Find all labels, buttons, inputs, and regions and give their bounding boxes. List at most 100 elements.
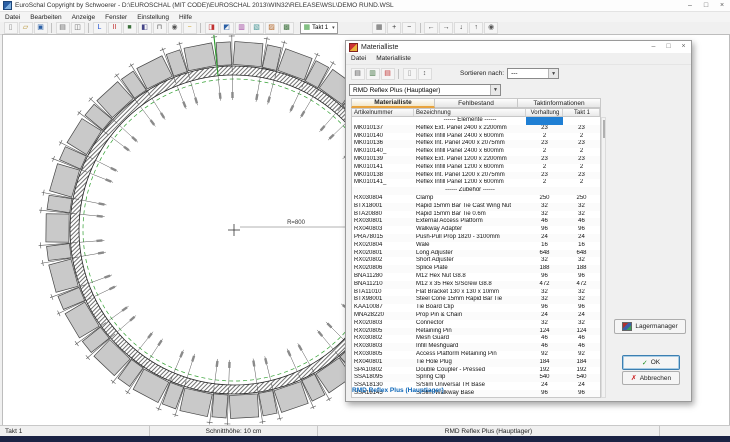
- table-cell-bez[interactable]: Reflex Infill Panel 2400 x 600mm: [414, 133, 526, 141]
- table-cell-bez[interactable]: Rapid 15mm Bar Tie 0.6m: [414, 211, 526, 219]
- table-cell-vor[interactable]: 46: [526, 335, 563, 343]
- table-cell-takt[interactable]: 23: [563, 140, 600, 148]
- table-cell-vor[interactable]: 648: [526, 250, 563, 258]
- table-row[interactable]: MK010140_Reflex Infill Panel 2400 x 600m…: [352, 148, 600, 156]
- table-cell-vor[interactable]: [526, 187, 563, 195]
- copy-icon[interactable]: ▯: [403, 68, 417, 80]
- table-cell-vor[interactable]: 2: [526, 164, 563, 172]
- table-cell-bez[interactable]: Prop Pin & Chain: [414, 312, 526, 320]
- table-cell-vor[interactable]: 96: [526, 273, 563, 281]
- table-row[interactable]: MK010136Reflex Int. Panel 2400 x 2075mm2…: [352, 140, 600, 148]
- table-row[interactable]: RX020803Connector3232: [352, 320, 600, 328]
- zoom-out-icon[interactable]: −: [402, 22, 416, 34]
- table-cell-art[interactable]: MK010137: [352, 125, 414, 133]
- table-cell-takt[interactable]: 23: [563, 156, 600, 164]
- zoom-window-icon[interactable]: ◉: [484, 22, 498, 34]
- table-cell-vor[interactable]: 2: [526, 133, 563, 141]
- table-cell-art[interactable]: RX020801: [352, 250, 414, 258]
- measure-tool-icon[interactable]: ◩: [220, 22, 234, 34]
- table-cell-vor[interactable]: 96: [526, 390, 563, 398]
- table-row[interactable]: RX030805Access Platform Retaining Pin929…: [352, 351, 600, 359]
- table-cell-art[interactable]: RX040801: [352, 359, 414, 367]
- table-cell-takt[interactable]: 32: [563, 320, 600, 328]
- sort-combobox[interactable]: --- ▼: [507, 68, 559, 79]
- table-cell-art[interactable]: RX030805: [352, 351, 414, 359]
- table-cell-takt[interactable]: 46: [563, 343, 600, 351]
- export-icon[interactable]: ▤: [381, 68, 395, 80]
- table-cell-bez[interactable]: Reflex Infill Panel 1200 x 600mm: [414, 164, 526, 172]
- table-cell-art[interactable]: MK010138: [352, 172, 414, 180]
- table-cell-vor[interactable]: 24: [526, 312, 563, 320]
- tab-taktinformationen[interactable]: Taktinformationen: [518, 98, 601, 108]
- table-row[interactable]: BTX98001Steel Cone 15mm Rapid Bar Tie323…: [352, 296, 600, 304]
- table-cell-takt[interactable]: 32: [563, 203, 600, 211]
- table-cell-art[interactable]: BNA11280: [352, 273, 414, 281]
- erase-tool-icon[interactable]: −: [183, 22, 197, 34]
- table-row[interactable]: RX020804Wale1616: [352, 242, 600, 250]
- zoom-fit-icon[interactable]: ▦: [372, 22, 386, 34]
- table-row[interactable]: BTA11010Flat Bracket 130 x 130 x 10mm323…: [352, 289, 600, 297]
- table-cell-art[interactable]: MK010141: [352, 164, 414, 172]
- pan-down-icon[interactable]: ↓: [454, 22, 468, 34]
- grid-tool-icon[interactable]: ▥: [235, 22, 249, 34]
- menu-anzeige[interactable]: Anzeige: [67, 14, 101, 21]
- slab-tool-icon[interactable]: ■: [123, 22, 137, 34]
- table-cell-art[interactable]: SSA18095: [352, 374, 414, 382]
- table-cell-takt[interactable]: 32: [563, 296, 600, 304]
- table-cell-vor[interactable]: [526, 117, 563, 125]
- table-cell-takt[interactable]: 192: [563, 367, 600, 375]
- table-cell-takt[interactable]: 96: [563, 390, 600, 398]
- chevron-down-icon[interactable]: ▼: [548, 69, 558, 78]
- table-row[interactable]: RX030804Clamp250250: [352, 195, 600, 203]
- menu-fenster[interactable]: Fenster: [100, 14, 132, 21]
- table-cell-art[interactable]: RX030801: [352, 218, 414, 226]
- table-cell-vor[interactable]: 46: [526, 218, 563, 226]
- table-cell-bez[interactable]: Tie Board Clip: [414, 304, 526, 312]
- table-cell-bez[interactable]: Clamp: [414, 195, 526, 203]
- table-row[interactable]: MK010141_Reflex Infill Panel 1200 x 600m…: [352, 179, 600, 187]
- table-cell-art[interactable]: MK010140: [352, 133, 414, 141]
- table-row[interactable]: KAA10087Tie Board Clip9696: [352, 304, 600, 312]
- table-cell-takt[interactable]: 540: [563, 374, 600, 382]
- chevron-down-icon[interactable]: ▼: [490, 85, 500, 95]
- wall-pair-tool-icon[interactable]: II: [108, 22, 122, 34]
- table-row[interactable]: RX040803Walkway Adapter9696: [352, 226, 600, 234]
- table-cell-vor[interactable]: 188: [526, 265, 563, 273]
- stock-system-combobox[interactable]: RMD Reflex Plus (Hauptlager) ▼: [349, 84, 501, 96]
- table-row[interactable]: RX020802Short Adjuster3232: [352, 257, 600, 265]
- table-cell-vor[interactable]: 472: [526, 281, 563, 289]
- table-cell-takt[interactable]: 92: [563, 351, 600, 359]
- table-cell-art[interactable]: MNA28220: [352, 312, 414, 320]
- table-cell-bez[interactable]: Spring Clip: [414, 374, 526, 382]
- table-cell-takt[interactable]: 184: [563, 359, 600, 367]
- table-row[interactable]: BNA11210M12 x 35 Hex S/Screw G8.8472472: [352, 281, 600, 289]
- open-icon[interactable]: ▱: [19, 22, 33, 34]
- table-row[interactable]: RX030803Infill Meshguard4646: [352, 343, 600, 351]
- table-cell-vor[interactable]: 23: [526, 140, 563, 148]
- table-cell-bez[interactable]: Long Adjuster: [414, 250, 526, 258]
- table-cell-art[interactable]: PRA78015: [352, 234, 414, 242]
- lagermanager-button[interactable]: Lagermanager: [614, 319, 686, 334]
- pan-left-icon[interactable]: ←: [424, 22, 438, 34]
- table-cell-art[interactable]: BTX18001: [352, 203, 414, 211]
- table-cell-takt[interactable]: 2: [563, 179, 600, 187]
- table-cell-bez[interactable]: External Access Platform: [414, 218, 526, 226]
- dimension-tool-icon[interactable]: ◨: [205, 22, 219, 34]
- table-cell-vor[interactable]: 23: [526, 125, 563, 133]
- table-cell-takt[interactable]: 96: [563, 273, 600, 281]
- table-cell-art[interactable]: MK010136: [352, 140, 414, 148]
- ok-button[interactable]: ✓ OK: [622, 355, 680, 370]
- table-cell-bez[interactable]: Splice Plate: [414, 265, 526, 273]
- dialog-maximize-button[interactable]: □: [661, 41, 676, 53]
- table-cell-art[interactable]: RX020806: [352, 265, 414, 273]
- print-icon[interactable]: ▤: [351, 68, 365, 80]
- table-row[interactable]: RX020805Retaining Pin124124: [352, 328, 600, 336]
- layers-tool-icon[interactable]: ▨: [265, 22, 279, 34]
- dialog-menu-materialliste[interactable]: Materialliste: [371, 55, 416, 62]
- table-row[interactable]: MK010140Reflex Infill Panel 2400 x 600mm…: [352, 133, 600, 141]
- table-cell-takt[interactable]: 188: [563, 265, 600, 273]
- print-preview-icon[interactable]: ◫: [71, 22, 85, 34]
- table-cell-art[interactable]: MK010139: [352, 156, 414, 164]
- table-cell-art[interactable]: KAA10087: [352, 304, 414, 312]
- table-cell-vor[interactable]: 23: [526, 156, 563, 164]
